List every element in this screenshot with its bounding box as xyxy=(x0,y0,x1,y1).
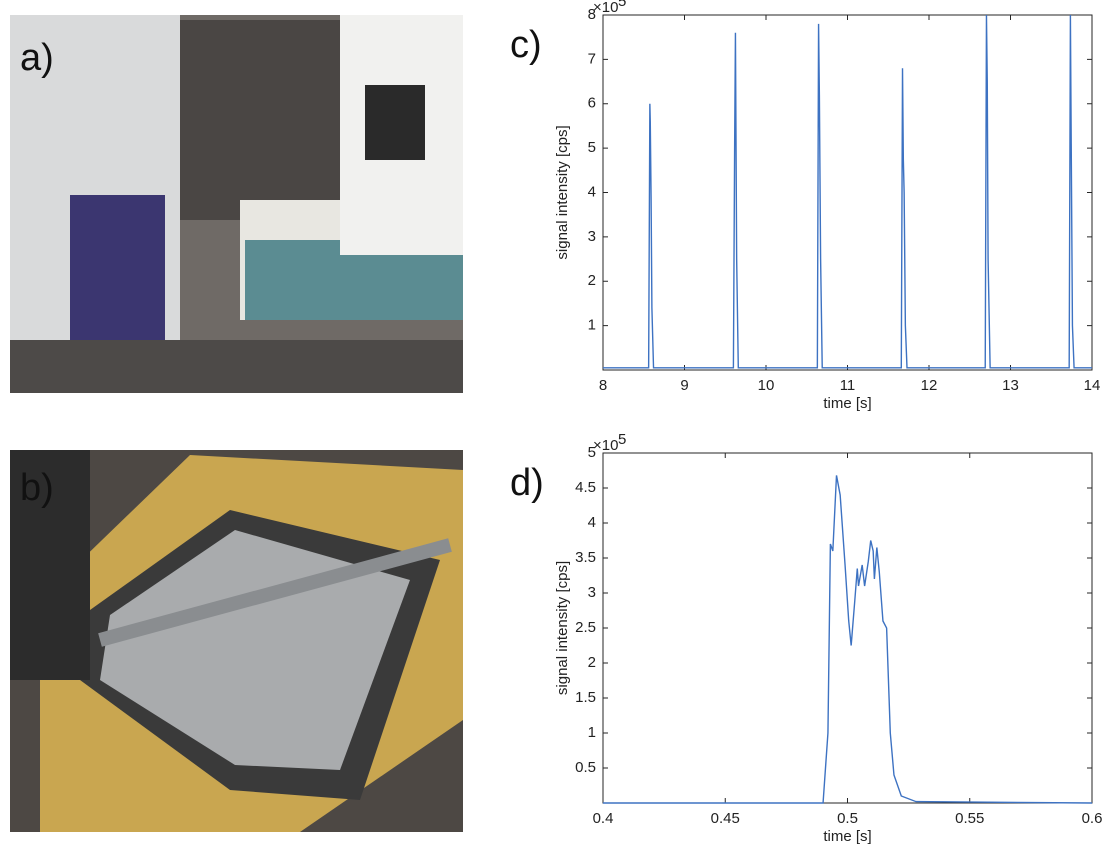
panel-label: c) xyxy=(510,24,542,66)
y-tick-label: 6 xyxy=(588,95,596,112)
y-tick-label: 5 xyxy=(588,139,596,156)
y-tick-label: 2 xyxy=(588,272,596,289)
x-tick-label: 0.6 xyxy=(1082,810,1103,827)
y-tick-label: 5 xyxy=(588,444,596,461)
y-tick-label: 2.5 xyxy=(575,619,596,636)
y-scale-power: 5 xyxy=(618,431,626,448)
y-tick-label: 7 xyxy=(588,50,596,67)
y-axis-label: signal intensity [cps] xyxy=(554,561,571,695)
plot-frame xyxy=(602,14,1093,371)
y-tick-label: 4 xyxy=(588,514,596,531)
x-tick-label: 0.4 xyxy=(593,810,614,827)
photo-a xyxy=(10,15,463,393)
y-tick-label: 4.5 xyxy=(575,479,596,496)
y-tick-label: 8 xyxy=(588,6,596,23)
x-tick-label: 13 xyxy=(1002,377,1019,394)
data-line xyxy=(603,475,1093,804)
y-axis-label: signal intensity [cps] xyxy=(554,125,571,259)
photo-b xyxy=(10,450,463,832)
x-tick-label: 0.5 xyxy=(837,810,858,827)
y-scale-base: ×10 xyxy=(593,437,618,454)
x-tick-label: 9 xyxy=(680,377,688,394)
y-tick-label: 3 xyxy=(588,228,596,245)
x-tick-label: 12 xyxy=(921,377,938,394)
plot-frame xyxy=(602,452,1093,804)
x-tick-label: 0.55 xyxy=(955,810,984,827)
x-tick-label: 14 xyxy=(1084,377,1101,394)
y-tick-label: 1.5 xyxy=(575,689,596,706)
y-tick-label: 4 xyxy=(588,183,596,200)
y-tick-label: 3 xyxy=(588,584,596,601)
x-tick-label: 10 xyxy=(758,377,775,394)
data-line xyxy=(603,14,1092,369)
x-tick-label: 0.45 xyxy=(711,810,740,827)
y-scale-base: ×10 xyxy=(593,0,618,16)
y-tick-label: 1 xyxy=(588,317,596,334)
y-tick-label: 0.5 xyxy=(575,759,596,776)
y-tick-label: 3.5 xyxy=(575,549,596,566)
panel-label: d) xyxy=(510,462,544,504)
x-axis-label: time [s] xyxy=(823,395,871,412)
y-scale-power: 5 xyxy=(618,0,626,10)
panel-label: a) xyxy=(20,37,54,79)
x-tick-label: 11 xyxy=(840,377,856,394)
x-axis-label: time [s] xyxy=(823,828,871,845)
y-tick-label: 1 xyxy=(588,724,596,741)
x-tick-label: 8 xyxy=(599,377,607,394)
panel-label: b) xyxy=(20,467,54,509)
y-tick-label: 2 xyxy=(588,654,596,671)
